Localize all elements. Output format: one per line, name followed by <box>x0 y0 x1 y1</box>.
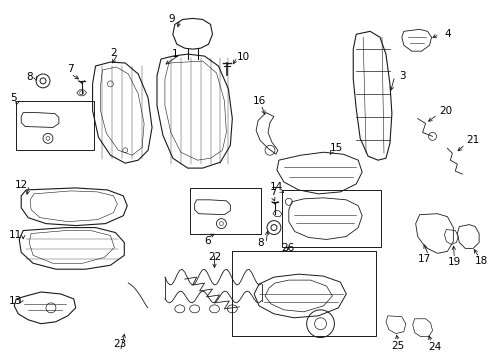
Text: 3: 3 <box>399 71 406 81</box>
Bar <box>232 251 375 336</box>
Text: 17: 17 <box>417 254 430 264</box>
Bar <box>189 188 261 234</box>
Text: 22: 22 <box>207 252 221 262</box>
Text: 8: 8 <box>256 238 263 248</box>
Text: 6: 6 <box>204 237 210 247</box>
Text: 8: 8 <box>26 72 32 82</box>
Text: 14: 14 <box>270 182 283 192</box>
Text: 1: 1 <box>171 49 178 59</box>
Text: 9: 9 <box>168 14 175 24</box>
Text: 4: 4 <box>443 29 450 39</box>
Bar <box>281 190 380 247</box>
Text: 15: 15 <box>329 143 342 153</box>
Text: 2: 2 <box>110 48 117 58</box>
Text: 12: 12 <box>15 180 28 190</box>
Text: 23: 23 <box>114 338 127 348</box>
Text: 25: 25 <box>390 341 404 351</box>
Bar <box>16 101 93 150</box>
Text: 7: 7 <box>67 64 74 74</box>
Text: 21: 21 <box>466 135 479 145</box>
Text: 10: 10 <box>236 52 249 62</box>
Text: 5: 5 <box>10 93 17 103</box>
Text: 18: 18 <box>473 256 487 266</box>
Text: 24: 24 <box>427 342 440 351</box>
Text: 7: 7 <box>269 187 276 197</box>
Text: 20: 20 <box>438 105 451 116</box>
Text: 16: 16 <box>252 96 265 106</box>
Text: 19: 19 <box>447 257 460 267</box>
Text: 11: 11 <box>9 230 22 239</box>
Text: 13: 13 <box>9 296 22 306</box>
Text: 26: 26 <box>281 243 294 253</box>
